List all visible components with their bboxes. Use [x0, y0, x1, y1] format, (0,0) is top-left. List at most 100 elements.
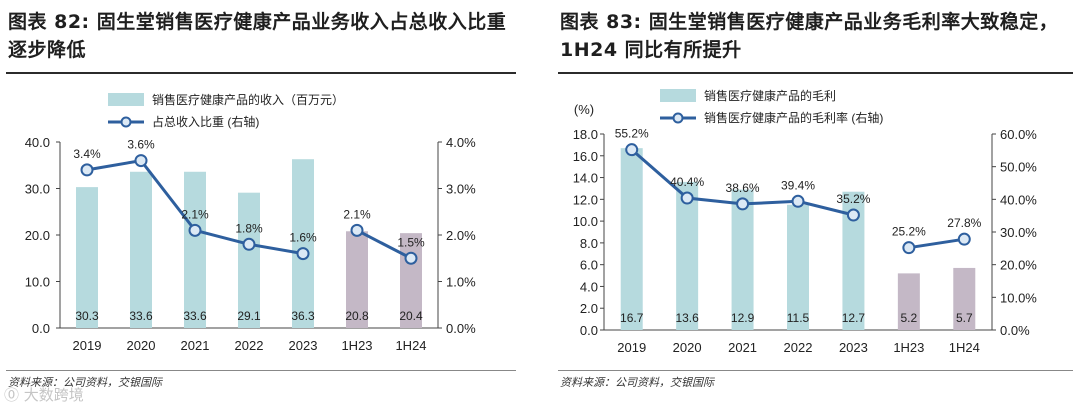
x-tick-label: 1H24 [949, 340, 980, 355]
chart-title: 图表 83: 固生堂销售医疗健康产品业务毛利率大致稳定，1H24 同比有所提升 [560, 11, 1059, 61]
x-tick-label: 2020 [673, 340, 702, 355]
right-tick-label: 2.0% [446, 228, 476, 243]
title-divider [558, 72, 1073, 74]
bar-value-label: 36.3 [291, 309, 315, 323]
bar-value-label: 20.8 [345, 309, 369, 323]
x-tick-label: 2019 [617, 340, 646, 355]
chart-panel-right: 图表 83: 固生堂销售医疗健康产品业务毛利率大致稳定，1H24 同比有所提升 … [552, 0, 1080, 407]
bar-value-label: 11.5 [787, 311, 810, 325]
right-tick-label: 50.0% [1000, 160, 1037, 175]
bar-value-label: 33.6 [183, 309, 207, 323]
line-value-label: 27.8% [947, 216, 981, 230]
source-note: 资料来源：公司资料，交银国际 [560, 376, 714, 389]
line-point [791, 194, 805, 208]
x-tick-label: 2019 [73, 338, 102, 353]
source-divider [6, 370, 516, 371]
legend-line-marker [672, 112, 684, 124]
bar [184, 171, 206, 328]
line-point [80, 163, 94, 177]
line-point [296, 247, 310, 261]
right-tick-label: 0.0% [1000, 323, 1030, 338]
left-tick-label: 12.0 [573, 192, 598, 207]
bar [130, 171, 152, 328]
source-note: 资料来源：公司资料，交银国际 [8, 376, 162, 389]
bar [620, 148, 643, 330]
legend-line-label: 销售医疗健康产品的毛利率 (右轴) [704, 110, 883, 125]
bar-value-label: 29.1 [237, 309, 261, 323]
bar [76, 187, 98, 328]
line-value-label: 35.2% [836, 192, 870, 206]
left-tick-label: 20.0 [25, 228, 50, 243]
left-tick-label: 10.0 [573, 214, 598, 229]
bar [238, 192, 260, 328]
left-tick-label: 0.0 [32, 321, 50, 336]
bar-value-label: 20.4 [399, 309, 423, 323]
line-point [350, 223, 364, 237]
line-point [404, 251, 418, 265]
x-tick-label: 1H23 [341, 338, 372, 353]
line-value-label: 3.4% [73, 147, 101, 161]
chart-panel-left: 图表 82: 固生堂销售医疗健康产品业务收入占总收入比重逐步降低 销售医疗健康产… [0, 0, 530, 407]
line-value-label: 1.6% [289, 231, 317, 245]
bar [953, 267, 976, 330]
bar-value-label: 33.6 [129, 309, 153, 323]
watermark: ⓪ 大数跨境 [4, 386, 84, 404]
legend-bar-swatch [108, 93, 144, 106]
line-value-label: 3.6% [127, 138, 155, 152]
left-axis-unit: (%) [574, 102, 594, 117]
series-line [356, 229, 412, 260]
x-tick-label: 2022 [235, 338, 264, 353]
chart-svg: 销售医疗健康产品的收入（百万元） 占总收入比重 (右轴) 0.0 10.0 20.0 30… [25, 92, 476, 353]
series-line [908, 237, 965, 250]
left-tick-label: 40.0 [25, 135, 50, 150]
x-tick-label: 2023 [289, 338, 318, 353]
x-tick-label: 2023 [839, 340, 868, 355]
right-tick-label: 0.0% [446, 321, 476, 336]
bar [346, 231, 368, 328]
source-divider [558, 370, 1073, 371]
x-tick-label: 1H23 [893, 340, 924, 355]
right-tick-label: 10.0% [1000, 290, 1037, 305]
right-tick-label: 3.0% [446, 182, 476, 197]
bar [731, 189, 754, 330]
bar [842, 191, 865, 330]
legend-bar-label: 销售医疗健康产品的收入（百万元） [152, 92, 344, 107]
x-tick-label: 2022 [784, 340, 813, 355]
right-tick-label: 60.0% [1000, 127, 1037, 142]
line-point [625, 143, 639, 157]
right-tick-label: 4.0% [446, 135, 476, 150]
left-tick-label: 0.0 [580, 323, 598, 338]
left-tick-label: 10.0 [25, 275, 50, 290]
line-point [134, 154, 148, 168]
legend-bar-swatch [660, 89, 696, 102]
right-tick-label: 30.0% [1000, 225, 1037, 240]
legend-line-marker [120, 116, 132, 128]
line-value-label: 40.4% [670, 175, 704, 189]
line-point [902, 241, 916, 255]
x-tick-label: 2020 [127, 338, 156, 353]
line-value-label: 39.4% [781, 178, 815, 192]
left-tick-label: 30.0 [25, 182, 50, 197]
left-tick-label: 18.0 [573, 127, 598, 142]
bar [897, 273, 920, 330]
legend-bar-label: 销售医疗健康产品的毛利 [704, 88, 836, 103]
bar [676, 181, 699, 330]
line-point [846, 208, 860, 222]
bar [787, 204, 809, 330]
line-value-label: 2.1% [181, 207, 209, 221]
line-point [188, 223, 202, 237]
x-tick-label: 2021 [181, 338, 210, 353]
line-value-label: 1.8% [235, 221, 263, 235]
line-point [736, 197, 750, 211]
left-tick-label: 6.0 [580, 258, 598, 273]
line-point [680, 191, 694, 205]
line-value-label: 25.2% [892, 225, 926, 239]
bar-value-label: 16.7 [620, 311, 644, 325]
right-tick-label: 1.0% [446, 275, 476, 290]
left-tick-label: 14.0 [573, 171, 598, 186]
left-tick-label: 8.0 [580, 236, 598, 251]
bar-value-label: 5.7 [956, 311, 973, 325]
legend-line-label: 占总收入比重 (右轴) [152, 114, 259, 129]
line-value-label: 55.2% [615, 127, 649, 141]
